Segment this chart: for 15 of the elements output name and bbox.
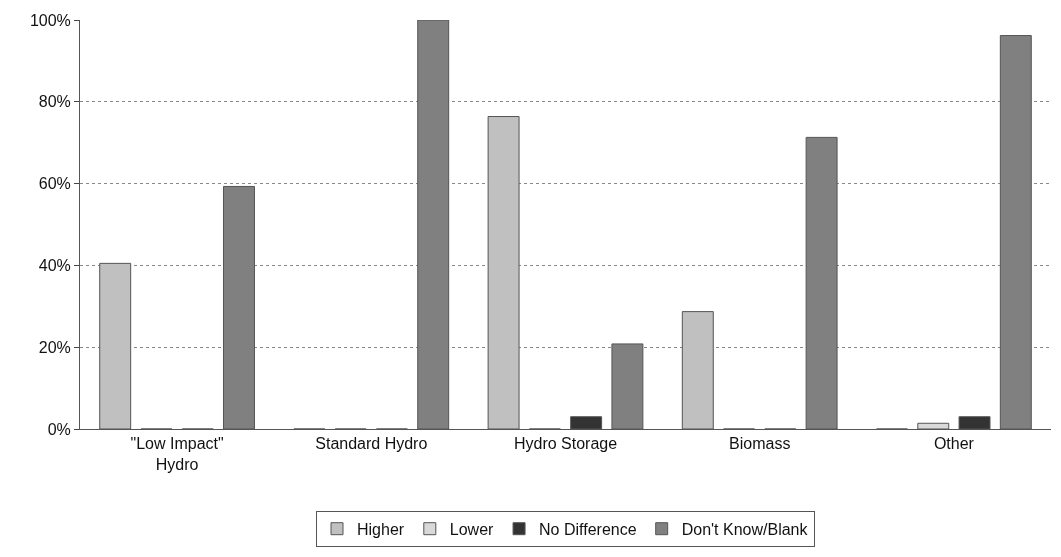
y-tick-label: 20% [38,338,71,356]
legend-label: No Difference [539,520,637,538]
x-tick-label: "Low Impact" Hydro [130,435,224,473]
legend-label: Don't Know/Blank [681,520,809,538]
y-tick-label: 60% [38,175,71,193]
y-tick-label: 80% [38,93,71,111]
legend-label: Higher [357,520,405,538]
y-tick-label: 100% [29,11,71,29]
legend-label: Lower [449,520,495,538]
x-tick-label: Other [933,435,975,453]
x-tick-label: Hydro Storage [513,435,618,453]
x-tick-label: Biomass [729,435,791,453]
x-tick-label: Standard Hydro [315,435,428,453]
y-tick-label: 40% [38,257,71,274]
y-tick-label: 0% [47,420,71,438]
